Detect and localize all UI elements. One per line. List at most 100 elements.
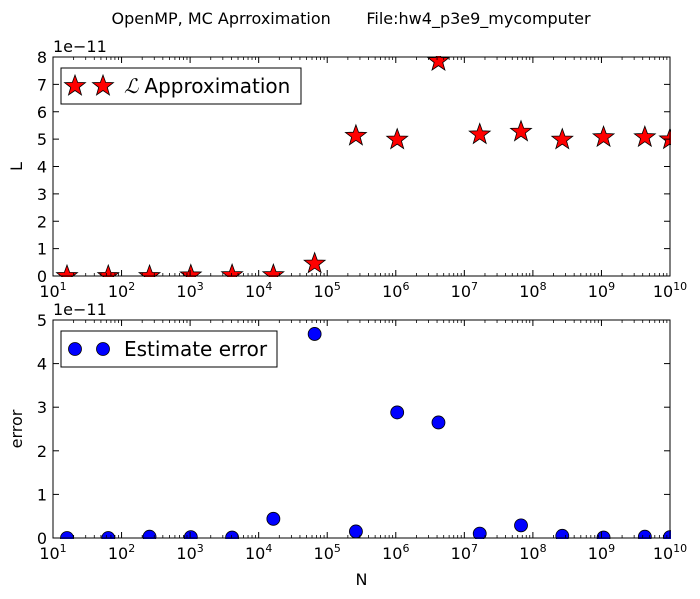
plot-frame bbox=[52, 319, 671, 539]
y-offset-label: 1e−11 bbox=[53, 300, 107, 319]
y-tick-label: 3 bbox=[37, 185, 47, 204]
y-tick-label: 1 bbox=[37, 485, 47, 504]
x-tick-base: 10 bbox=[588, 282, 608, 301]
data-point-circle bbox=[142, 529, 157, 539]
legend: ℒ Approximation bbox=[60, 67, 302, 105]
y-tick-label: 2 bbox=[37, 212, 47, 231]
data-point-star bbox=[55, 263, 79, 277]
x-tick-base: 10 bbox=[588, 544, 608, 563]
legend-marker-star bbox=[91, 73, 115, 96]
data-point-star bbox=[509, 119, 533, 142]
x-tick-base: 10 bbox=[451, 544, 471, 563]
y-tick-label: 1 bbox=[37, 240, 47, 259]
x-tick-base: 10 bbox=[108, 282, 128, 301]
data-point-star bbox=[96, 263, 120, 277]
x-tick-base: 10 bbox=[382, 282, 402, 301]
y-tick-label: 3 bbox=[37, 398, 47, 417]
legend-marker-circle bbox=[68, 342, 82, 356]
legend-label-text: Estimate error bbox=[124, 337, 268, 361]
x-tick-base: 10 bbox=[176, 544, 196, 563]
data-point-star bbox=[633, 125, 657, 148]
x-tick-base: 10 bbox=[653, 282, 673, 301]
x-tick-exponent: 10 bbox=[673, 280, 687, 293]
y-axis-label: error bbox=[7, 409, 26, 448]
data-point-circle bbox=[472, 526, 487, 539]
x-tick-label: 109 bbox=[588, 542, 615, 563]
plot-approximation: 101 102 103 104 105 106 107 108 109 1010012345678… bbox=[7, 37, 687, 301]
data-point-circle bbox=[307, 327, 322, 341]
data-point-star bbox=[179, 263, 203, 277]
data-points bbox=[60, 327, 671, 539]
data-point-star bbox=[303, 251, 327, 274]
x-tick-label: 107 bbox=[451, 280, 478, 301]
plot-estimate-error: 101 102 103 104 105 106 107 108 109 10100123451e−… bbox=[7, 300, 687, 589]
legend-label-text: Approximation bbox=[144, 74, 290, 98]
legend-marker-circle bbox=[96, 342, 110, 356]
x-tick-base: 10 bbox=[382, 544, 402, 563]
x-tick-base: 10 bbox=[653, 544, 673, 563]
data-point-star bbox=[468, 122, 492, 145]
x-tick-label: 102 bbox=[108, 280, 135, 301]
data-point-star bbox=[591, 125, 616, 148]
data-point-circle bbox=[514, 518, 528, 533]
x-tick-label: 101 bbox=[39, 542, 66, 563]
x-tick-base: 10 bbox=[39, 544, 59, 563]
x-tick-base: 10 bbox=[176, 282, 196, 301]
legend-label: ℒ Approximation bbox=[124, 74, 290, 98]
x-tick-base: 10 bbox=[314, 544, 334, 563]
x-tick-exponent: 6 bbox=[402, 542, 409, 555]
x-tick-label: 107 bbox=[451, 542, 478, 563]
y-tick-label: 7 bbox=[37, 75, 47, 94]
data-point-circle bbox=[555, 528, 570, 539]
data-point-star bbox=[137, 263, 162, 277]
x-tick-exponent: 9 bbox=[608, 542, 615, 555]
legend: Estimate error bbox=[60, 330, 278, 368]
y-tick-label: 0 bbox=[37, 267, 47, 286]
x-tick-label: 101 bbox=[39, 280, 66, 301]
x-tick-label: 106 bbox=[382, 542, 409, 563]
y-tick-label: 4 bbox=[37, 355, 47, 374]
x-tick-exponent: 4 bbox=[265, 542, 272, 555]
x-tick-exponent: 2 bbox=[128, 542, 135, 555]
x-tick-label: 1010 bbox=[653, 280, 687, 301]
legend-label: Estimate error bbox=[124, 337, 268, 361]
x-tick-label: 102 bbox=[108, 542, 135, 563]
x-tick-base: 10 bbox=[245, 544, 265, 563]
x-tick-exponent: 8 bbox=[540, 542, 547, 555]
data-point-star bbox=[261, 262, 285, 277]
x-tick-label: 105 bbox=[314, 280, 341, 301]
data-point-circle bbox=[390, 405, 405, 420]
data-point-star bbox=[385, 127, 409, 150]
x-tick-exponent: 4 bbox=[265, 280, 272, 293]
x-tick-label: 105 bbox=[314, 542, 341, 563]
legend-marker-star bbox=[63, 73, 87, 96]
x-tick-exponent: 5 bbox=[334, 280, 341, 293]
data-point-circle bbox=[637, 529, 652, 539]
data-point-circle bbox=[266, 511, 281, 526]
legend-script-symbol: ℒ bbox=[124, 74, 139, 98]
data-point-star bbox=[220, 262, 244, 277]
figure-title: OpenMP, MC Aprroximation File:hw4_p3e9_m… bbox=[111, 9, 590, 29]
x-tick-label: 108 bbox=[519, 542, 546, 563]
x-tick-exponent: 1 bbox=[60, 542, 67, 555]
x-tick-exponent: 7 bbox=[471, 280, 478, 293]
x-tick-label: 103 bbox=[176, 542, 203, 563]
x-tick-exponent: 2 bbox=[128, 280, 135, 293]
x-axis-label: N bbox=[356, 570, 368, 589]
x-tick-base: 10 bbox=[39, 282, 59, 301]
x-tick-exponent: 1 bbox=[60, 280, 67, 293]
y-tick-label: 6 bbox=[37, 103, 47, 122]
x-tick-label: 109 bbox=[588, 280, 615, 301]
x-tick-exponent: 5 bbox=[334, 542, 341, 555]
data-point-circle bbox=[349, 524, 363, 539]
x-tick-label: 106 bbox=[382, 280, 409, 301]
y-tick-label: 4 bbox=[37, 158, 47, 177]
x-tick-label: 104 bbox=[245, 280, 272, 301]
x-tick-exponent: 9 bbox=[608, 280, 615, 293]
x-tick-base: 10 bbox=[314, 282, 334, 301]
y-offset-label: 1e−11 bbox=[53, 37, 107, 56]
x-tick-exponent: 3 bbox=[197, 280, 204, 293]
data-point-circle bbox=[183, 530, 198, 539]
data-point-star bbox=[344, 123, 368, 146]
y-tick-label: 8 bbox=[37, 48, 47, 67]
